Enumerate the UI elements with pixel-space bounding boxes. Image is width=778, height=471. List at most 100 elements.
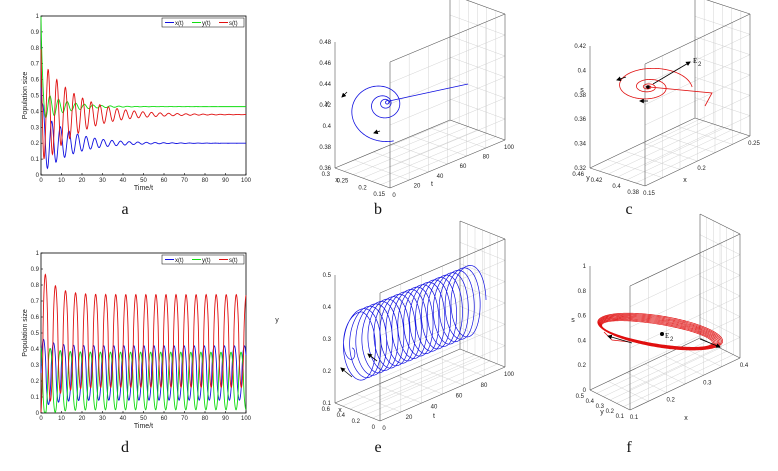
y-axis-label: y bbox=[600, 409, 604, 416]
x-tick-label: 100 bbox=[241, 178, 252, 184]
grid-line bbox=[623, 354, 734, 407]
s-tick-label: 0.4 bbox=[578, 338, 587, 344]
panel-letter-a: a bbox=[121, 201, 128, 218]
y-tick-label: 0.2 bbox=[31, 379, 40, 385]
direction-arrow bbox=[607, 334, 633, 344]
legend-box bbox=[161, 254, 245, 265]
grid-line bbox=[677, 126, 733, 145]
y-tick-label: 0.3 bbox=[31, 125, 40, 131]
legend-label: x(t) bbox=[175, 21, 184, 27]
y-tick-label: 1 bbox=[36, 251, 40, 257]
grid-line bbox=[459, 242, 506, 261]
grid-line bbox=[626, 129, 732, 181]
y-tick-label: 0.3 bbox=[596, 404, 605, 410]
s-tick-label: 0.2 bbox=[578, 363, 587, 369]
x-tick-label: 100 bbox=[241, 416, 252, 422]
series-line-yt bbox=[40, 347, 247, 413]
limit-cycle-line bbox=[597, 312, 723, 351]
x-tick-label: 10 bbox=[58, 416, 65, 422]
x-axis-label: Time/t bbox=[134, 185, 153, 192]
y-tick-label: 0.42 bbox=[319, 103, 331, 109]
y-tick-label: 0.5 bbox=[31, 94, 40, 100]
y-axis-label: y bbox=[275, 317, 279, 324]
s-tick-label: 0.36 bbox=[574, 117, 586, 123]
equilibrium-label-sub: 2 bbox=[698, 62, 702, 68]
s-tick-label: 0.6 bbox=[578, 314, 587, 320]
grid-line bbox=[629, 254, 741, 307]
y-tick-label: 0.38 bbox=[319, 145, 331, 151]
x-tick-label: 30 bbox=[99, 416, 106, 422]
axis-edge bbox=[459, 220, 506, 240]
axis-edge bbox=[449, 119, 506, 141]
x-tick-label: 0.3 bbox=[322, 172, 331, 178]
axis-edge bbox=[334, 348, 461, 404]
x-tick-label: 0.2 bbox=[352, 419, 361, 425]
y-axis-label: Population size bbox=[22, 309, 29, 357]
panel-a-time-series: 0 10 20 30 40 50 60 70 80 90 100 0 0.1 0.2 0.3 0.4 0.5 0.… bbox=[22, 14, 252, 192]
y-axis-label: y bbox=[586, 175, 590, 182]
axis-edge bbox=[334, 119, 451, 169]
panel-letter-e: e bbox=[374, 439, 381, 456]
grid-line bbox=[371, 133, 487, 182]
direction-arrow bbox=[373, 129, 381, 135]
axis-edge bbox=[629, 357, 741, 411]
equilibrium-point bbox=[660, 332, 664, 336]
panel-letter-d: d bbox=[121, 439, 129, 456]
x-tick-label: 0.2 bbox=[666, 398, 675, 404]
s-tick-label: 0.8 bbox=[578, 289, 587, 295]
series-line-st bbox=[40, 273, 247, 413]
x-tick-label: 70 bbox=[181, 416, 188, 422]
direction-arrow bbox=[340, 367, 353, 378]
x-tick-label: 50 bbox=[140, 416, 147, 422]
axis-edge bbox=[334, 402, 381, 422]
axis-edge bbox=[389, 13, 506, 63]
x-axis-label: x bbox=[683, 177, 687, 184]
trajectory-line bbox=[351, 83, 469, 142]
y-tick-label: 0.6 bbox=[31, 78, 40, 84]
t-tick-label: 80 bbox=[481, 383, 488, 389]
x-tick-label: 0.25 bbox=[748, 141, 760, 147]
trajectory-line bbox=[603, 331, 631, 343]
t-tick-label: 40 bbox=[431, 404, 438, 410]
s-tick-label: 0.38 bbox=[574, 93, 586, 99]
y-tick-label: 0.4 bbox=[31, 347, 40, 353]
grid-line bbox=[642, 142, 698, 162]
y-tick-label: 0.5 bbox=[31, 331, 40, 337]
y-tick-label: 0.5 bbox=[576, 394, 585, 400]
s-tick-label: 0.32 bbox=[574, 166, 586, 172]
x-tick-label: 90 bbox=[222, 416, 229, 422]
s-tick-label: 1 bbox=[583, 264, 587, 270]
y-tick-label: 0.9 bbox=[31, 30, 40, 36]
x-tick-label: 0.4 bbox=[740, 363, 749, 369]
s-tick-label: 0.42 bbox=[574, 44, 586, 50]
t-tick-label: 0 bbox=[382, 426, 386, 432]
legend-label: y(t) bbox=[202, 258, 211, 264]
direction-arrow bbox=[699, 338, 721, 348]
t-tick-label: 0 bbox=[392, 193, 396, 199]
grid-line bbox=[449, 14, 506, 36]
y-tick-label: 0.46 bbox=[319, 61, 331, 67]
x-tick-label: 0 bbox=[39, 178, 43, 184]
axis-edge bbox=[459, 348, 506, 368]
grid-line bbox=[439, 357, 485, 377]
limit-cycle-line bbox=[598, 315, 720, 350]
x-tick-label: 0.3 bbox=[703, 380, 712, 386]
grid-line bbox=[699, 234, 741, 255]
y-tick-label: 0.1 bbox=[31, 395, 40, 401]
y-tick-label: 0.7 bbox=[31, 62, 40, 68]
limit-cycle-line bbox=[601, 320, 713, 348]
y-tick-label: 0 bbox=[36, 173, 40, 179]
y-tick-label: 0 bbox=[36, 411, 40, 417]
y-tick-label: 0.8 bbox=[31, 46, 40, 52]
x-tick-label: 70 bbox=[181, 178, 188, 184]
legend-box bbox=[161, 17, 245, 28]
x-axis-label: x bbox=[338, 407, 342, 414]
grid-line bbox=[694, 16, 751, 35]
y-tick-label: 0.5 bbox=[323, 273, 332, 279]
axis-edge bbox=[589, 117, 696, 169]
y-tick-label: 0.2 bbox=[31, 141, 40, 147]
y-tick-label: 0.46 bbox=[572, 172, 584, 178]
t-tick-label: 100 bbox=[504, 372, 515, 378]
legend-label: x(t) bbox=[175, 258, 184, 264]
y-axis-label: y bbox=[325, 100, 329, 107]
